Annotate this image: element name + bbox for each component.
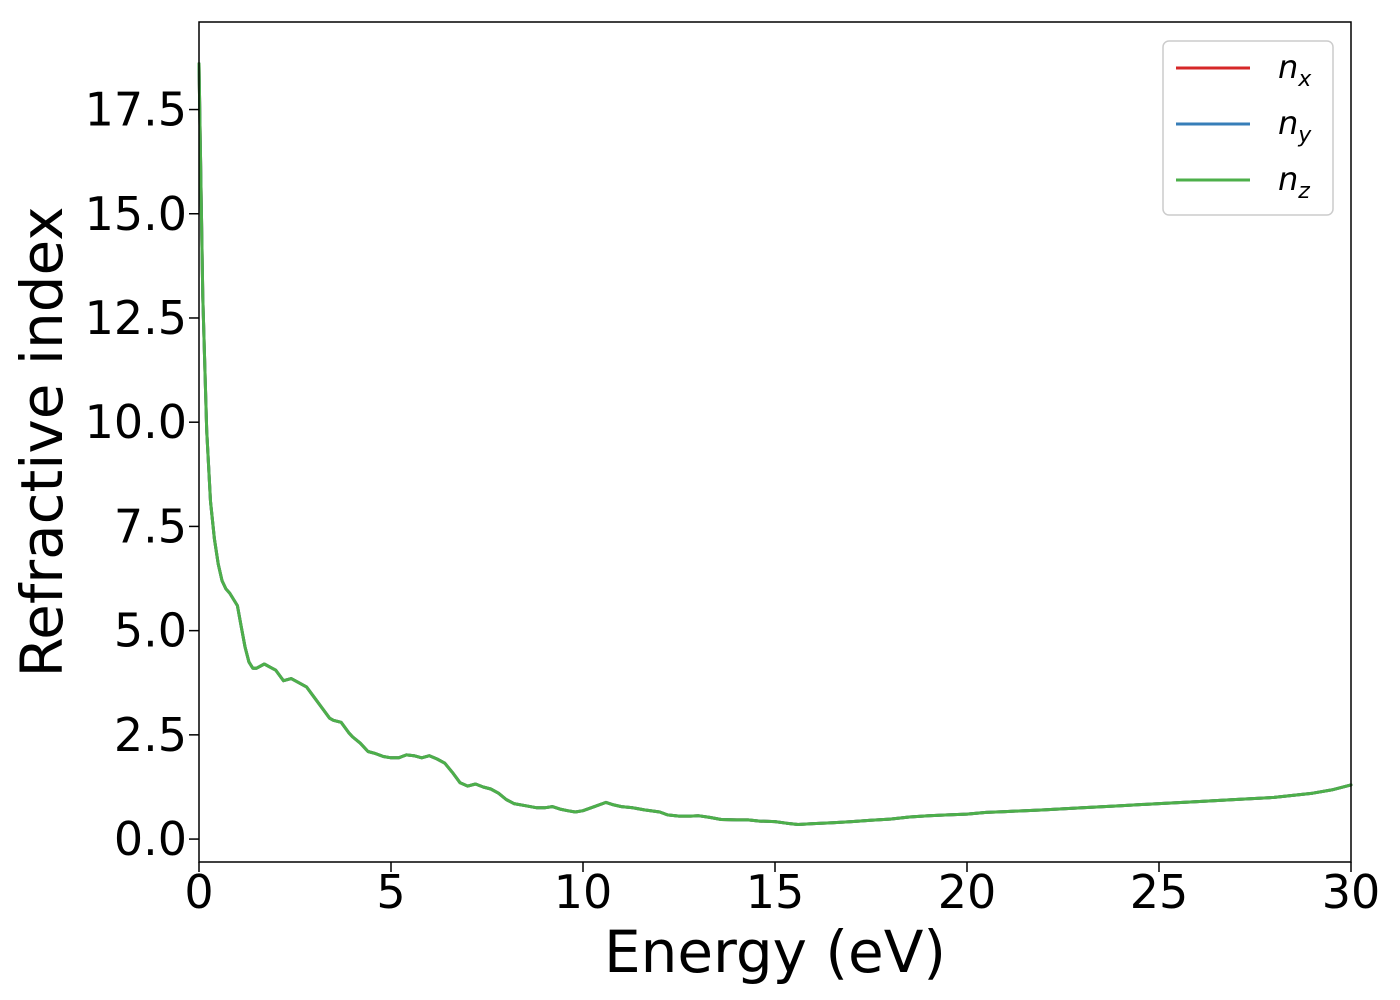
- x-tick-label: 5: [376, 865, 405, 919]
- legend-label-n-y: ny: [1278, 104, 1312, 148]
- x-tick-label: 20: [938, 865, 997, 919]
- series-layer: [197, 62, 1353, 826]
- y-tick-label: 12.5: [85, 291, 187, 345]
- legend-box: [1162, 40, 1334, 216]
- x-axis-label: Energy (eV): [604, 918, 946, 986]
- y-axis: 0.0 2.5 5.0 7.5 10.0 12.5 15.0 17.5: [85, 83, 199, 866]
- y-tick-label: 0.0: [114, 812, 187, 866]
- x-tick-label: 0: [184, 865, 213, 919]
- y-tick-label: 17.5: [85, 83, 187, 137]
- x-tick-label: 10: [554, 865, 613, 919]
- y-axis-label: Refractive index: [8, 206, 76, 677]
- y-tick-label: 2.5: [114, 708, 187, 762]
- y-tick-label: 10.0: [85, 395, 187, 449]
- y-tick-label: 5.0: [114, 604, 187, 658]
- y-tick-label: 15.0: [85, 187, 187, 241]
- series-line-n-z: [197, 62, 1353, 826]
- legend: nx ny nz: [1162, 40, 1334, 216]
- legend-label-n-z: nz: [1278, 160, 1310, 204]
- x-tick-label: 25: [1130, 865, 1189, 919]
- x-axis: 0 5 10 15 20 25 30: [184, 862, 1380, 919]
- x-tick-label: 30: [1322, 865, 1381, 919]
- x-tick-label: 15: [746, 865, 805, 919]
- y-tick-label: 7.5: [114, 499, 187, 553]
- legend-label-n-x: nx: [1278, 48, 1312, 92]
